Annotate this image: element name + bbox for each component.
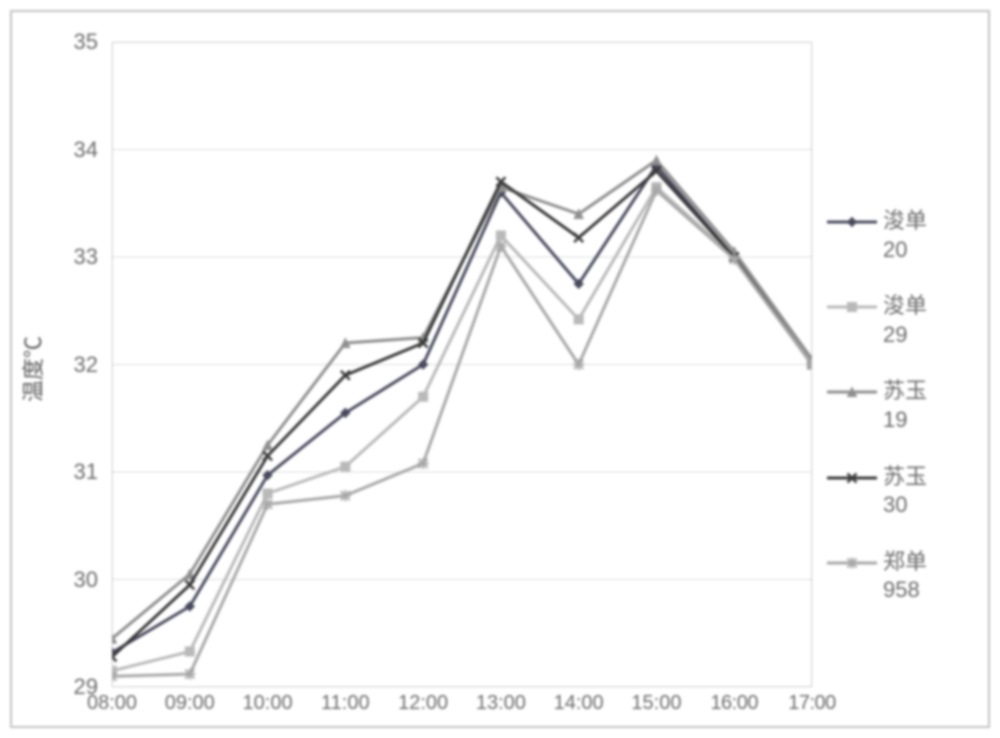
x-tick-label: 12:00 — [398, 692, 448, 715]
y-tick-label: 32 — [38, 352, 98, 378]
legend-item: 浚单29 — [827, 292, 987, 349]
legend-swatch — [827, 554, 877, 572]
legend-item: 浚单20 — [827, 207, 987, 264]
legend-label: 郑单958 — [883, 548, 927, 605]
legend-item: 郑单958 — [827, 548, 987, 605]
legend-label: 苏玉19 — [883, 377, 927, 434]
legend: 浚单20 浚单29 苏玉19 苏玉30 郑单958 — [827, 207, 987, 633]
x-tick-label: 14:00 — [554, 692, 604, 715]
x-tick-label: 09:00 — [165, 692, 215, 715]
legend-swatch — [827, 383, 877, 401]
legend-swatch — [827, 469, 877, 487]
legend-item: 苏玉19 — [827, 377, 987, 434]
chart-frame: 温度℃ 29303132333435 08:0009:0010:0011:001… — [10, 10, 990, 728]
y-tick-label: 31 — [38, 459, 98, 485]
y-tick-label: 34 — [38, 137, 98, 163]
series — [112, 167, 812, 662]
y-tick-label: 30 — [38, 567, 98, 593]
x-tick-label: 17:00 — [788, 692, 836, 715]
x-tick-label: 08:00 — [87, 692, 137, 715]
x-tick-label: 16:00 — [710, 692, 758, 715]
legend-label: 浚单29 — [883, 292, 927, 349]
x-tick-label: 13:00 — [476, 692, 526, 715]
y-tick-label: 33 — [38, 244, 98, 270]
legend-label: 浚单20 — [883, 207, 927, 264]
legend-item: 苏玉30 — [827, 463, 987, 520]
legend-label: 苏玉30 — [883, 463, 927, 520]
legend-swatch — [827, 213, 877, 231]
plot-area — [112, 42, 812, 687]
legend-swatch — [827, 298, 877, 316]
x-tick-label: 10:00 — [243, 692, 293, 715]
y-tick-label: 35 — [38, 29, 98, 55]
x-tick-label: 15:00 — [631, 692, 681, 715]
x-tick-label: 11:00 — [321, 692, 370, 715]
